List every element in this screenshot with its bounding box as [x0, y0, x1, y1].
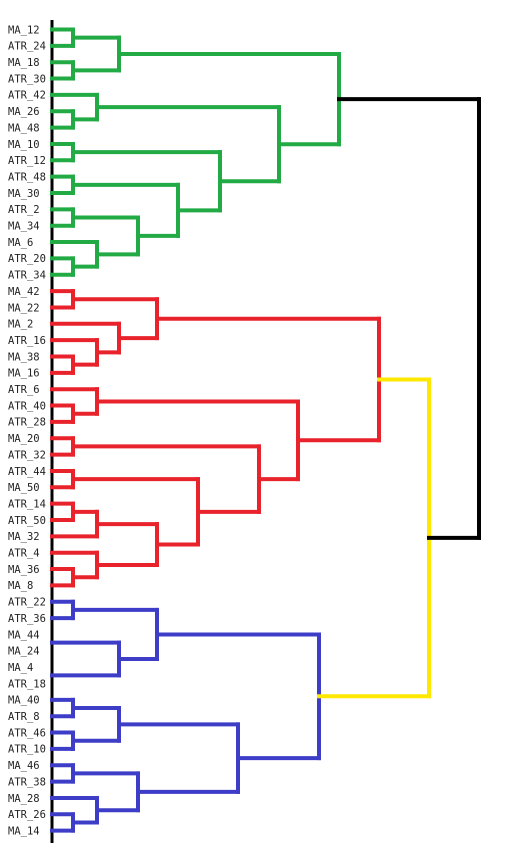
leaf-label: ATR_6	[8, 384, 40, 396]
leaf-label: MA_4	[8, 662, 33, 674]
leaf-label: ATR_20	[8, 253, 46, 265]
leaf-label: ATR_36	[8, 613, 46, 625]
leaf-label: MA_14	[8, 825, 40, 837]
leaf-label: ATR_8	[8, 711, 40, 723]
leaf-label: MA_36	[8, 564, 40, 576]
leaf-label: MA_10	[8, 139, 40, 151]
leaf-label: ATR_50	[8, 515, 46, 527]
dendrogram-links	[50, 27, 481, 833]
leaf-label: ATR_4	[8, 548, 40, 560]
leaf-label: MA_20	[8, 433, 40, 445]
leaf-label: MA_18	[8, 57, 40, 69]
leaf-label: ATR_16	[8, 335, 46, 347]
leaf-label: MA_28	[8, 793, 40, 805]
leaf-label: ATR_42	[8, 90, 46, 102]
leaf-label: MA_48	[8, 122, 40, 134]
leaf-label: ATR_12	[8, 155, 46, 167]
leaf-label: MA_12	[8, 24, 40, 36]
leaf-label: ATR_26	[8, 809, 46, 821]
leaf-labels: MA_12 ATR_24 MA_18 ATR_30 ATR_42 MA_26 MA_48 MA…	[8, 24, 46, 837]
leaf-label: MA_8	[8, 580, 33, 592]
leaf-label: ATR_2	[8, 204, 40, 216]
leaf-label: ATR_22	[8, 597, 46, 609]
leaf-label: MA_34	[8, 221, 40, 233]
leaf-label: ATR_48	[8, 171, 46, 183]
leaf-label: ATR_10	[8, 744, 46, 756]
leaf-label: ATR_18	[8, 678, 46, 690]
leaf-label: MA_44	[8, 629, 40, 641]
leaf-label: MA_50	[8, 482, 40, 494]
leaf-label: MA_38	[8, 351, 40, 363]
leaf-label: MA_22	[8, 302, 40, 314]
leaf-label: MA_26	[8, 106, 40, 118]
leaf-label: MA_6	[8, 237, 33, 249]
leaf-label: MA_2	[8, 319, 33, 331]
leaf-label: ATR_40	[8, 400, 46, 412]
leaf-label: ATR_28	[8, 417, 46, 429]
leaf-label: ATR_30	[8, 73, 46, 85]
leaf-label: MA_46	[8, 760, 40, 772]
leaf-label: MA_32	[8, 531, 40, 543]
leaf-label: MA_30	[8, 188, 40, 200]
leaf-label: ATR_44	[8, 466, 46, 478]
leaf-label: MA_40	[8, 695, 40, 707]
leaf-label: ATR_34	[8, 270, 46, 282]
leaf-label: ATR_38	[8, 776, 46, 788]
leaf-label: MA_16	[8, 368, 40, 380]
leaf-label: ATR_24	[8, 41, 46, 53]
leaf-label: MA_24	[8, 646, 40, 658]
leaf-label: ATR_46	[8, 727, 46, 739]
leaf-label: ATR_32	[8, 449, 46, 461]
leaf-label: ATR_14	[8, 498, 46, 510]
leaf-label: MA_42	[8, 286, 40, 298]
